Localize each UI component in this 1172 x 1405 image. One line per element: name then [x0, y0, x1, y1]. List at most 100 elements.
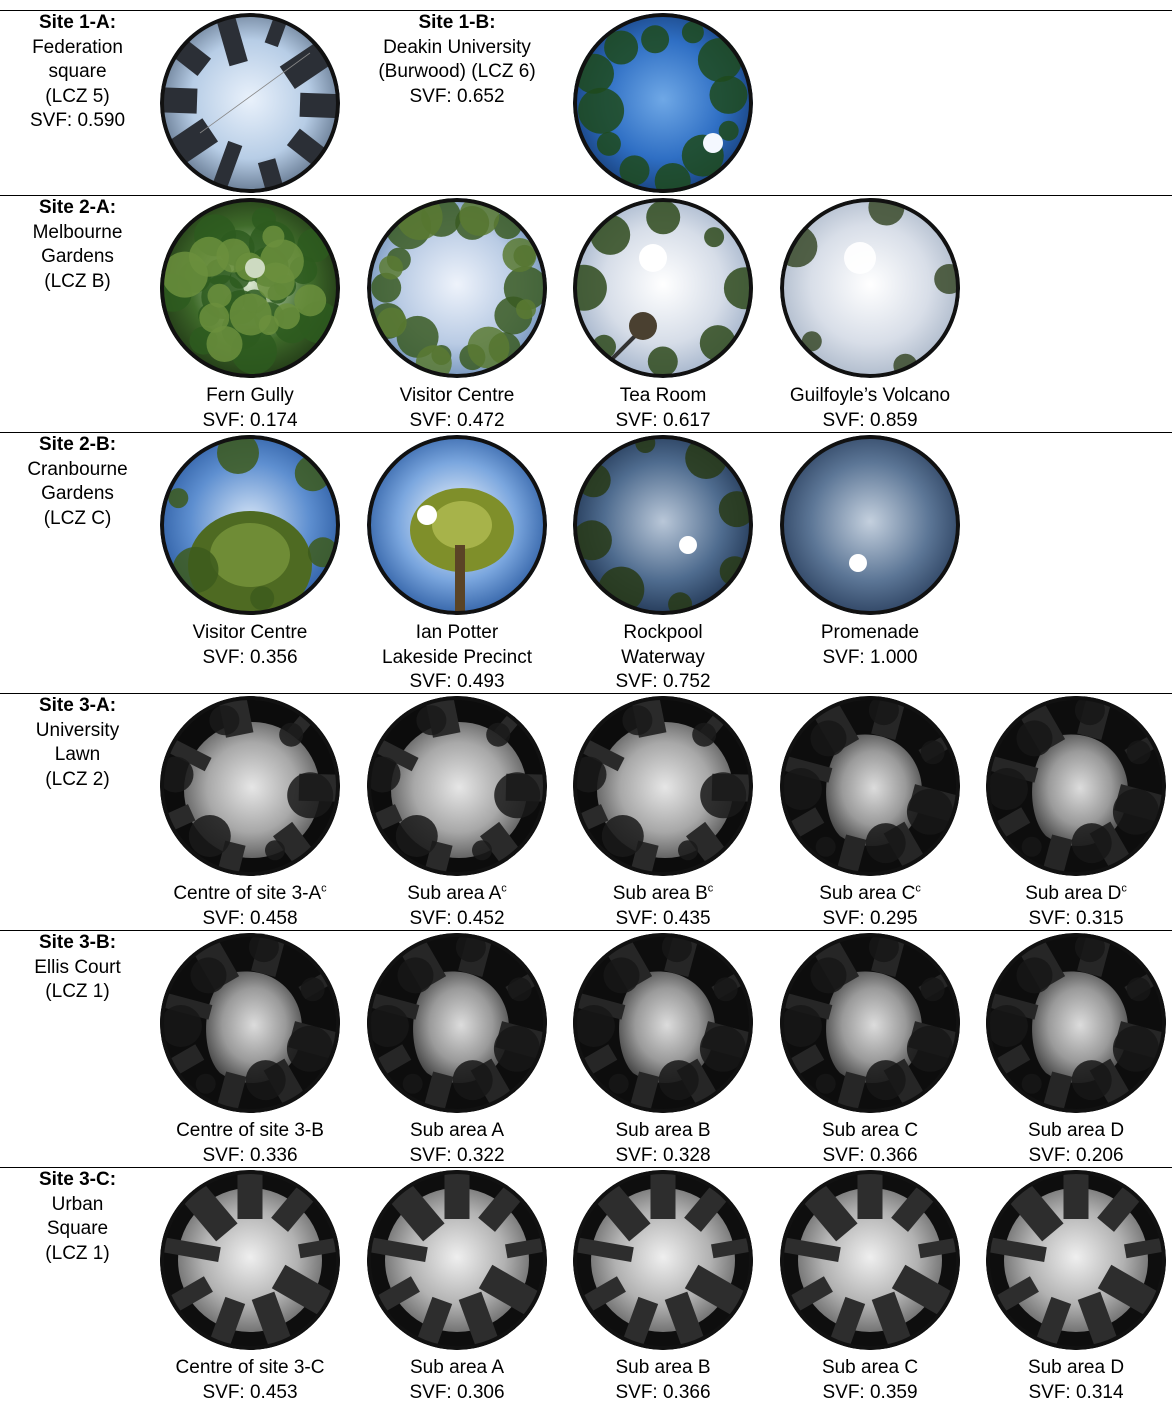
- caption-text: Guilfoyle’s Volcano: [790, 385, 950, 406]
- caption-text: SVF: 0.366: [822, 1145, 917, 1166]
- photo-caption: Sub area Ac SVF: 0.452: [337, 882, 577, 931]
- fisheye-photo: [986, 1170, 1166, 1350]
- svf-value: SVF: 0.336: [130, 1144, 370, 1169]
- fisheye-photo: [573, 13, 753, 193]
- caption-text: Centre of site 3-A: [173, 883, 321, 904]
- fisheye-photo: [573, 696, 753, 876]
- fisheye-photo: [160, 13, 340, 193]
- site-detail: SVF: 0.590: [0, 109, 155, 134]
- site-detail: Ellis Court: [0, 956, 155, 981]
- site-detail: (LCZ C): [0, 507, 155, 532]
- caption-text: SVF: 0.452: [409, 908, 504, 929]
- caption-text: Tea Room: [620, 385, 707, 406]
- svf-value: SVF: 0.356: [130, 646, 370, 671]
- caption-text: Sub area A: [407, 883, 501, 904]
- caption-text: SVF: 0.359: [822, 1382, 917, 1403]
- caption-text: Sub area A: [410, 1120, 504, 1141]
- fisheye-photo: [160, 696, 340, 876]
- caption-text: Waterway: [621, 647, 705, 668]
- site-name: Site 3-A:: [0, 694, 155, 719]
- site-detail: (Burwood) (LCZ 6): [347, 60, 567, 85]
- footnote-marker: c: [501, 883, 507, 895]
- fisheye-photo: [367, 1170, 547, 1350]
- caption-text: SVF: 0.617: [615, 410, 710, 431]
- location-name: Lakeside Precinct: [337, 646, 577, 671]
- caption-text: Rockpool: [623, 622, 702, 643]
- photo-caption: Centre of site 3-C SVF: 0.453: [130, 1356, 370, 1405]
- svf-value: SVF: 0.458: [130, 907, 370, 932]
- svf-value: SVF: 0.453: [130, 1381, 370, 1405]
- svf-value: SVF: 0.174: [130, 409, 370, 434]
- row-divider: [0, 10, 1172, 11]
- svf-value: SVF: 0.206: [956, 1144, 1172, 1169]
- caption-text: SVF: 0.435: [615, 908, 710, 929]
- svf-value: SVF: 0.435: [543, 907, 783, 932]
- site-name: Site 1-B:: [347, 11, 567, 36]
- location-name: Sub area A: [337, 1119, 577, 1144]
- site-detail: Cranbourne: [0, 458, 155, 483]
- location-name: Sub area Cc: [750, 882, 990, 907]
- caption-text: Centre of site 3-C: [176, 1357, 325, 1378]
- location-name: Centre of site 3-Ac: [130, 882, 370, 907]
- svf-value: SVF: 0.617: [543, 409, 783, 434]
- location-name: Fern Gully: [130, 384, 370, 409]
- svf-value: SVF: 0.322: [337, 1144, 577, 1169]
- svf-value: SVF: 0.366: [543, 1381, 783, 1405]
- caption-text: SVF: 0.493: [409, 671, 504, 692]
- photo-caption: Visitor Centre SVF: 0.356: [130, 621, 370, 670]
- caption-text: SVF: 0.206: [1028, 1145, 1123, 1166]
- site-name: Site 2-A:: [0, 196, 155, 221]
- caption-text: SVF: 0.174: [202, 410, 297, 431]
- site-detail: square: [0, 60, 155, 85]
- site-detail: Melbourne: [0, 221, 155, 246]
- caption-text: Sub area C: [822, 1120, 918, 1141]
- svf-value: SVF: 0.752: [543, 670, 783, 695]
- footnote-marker: c: [1121, 883, 1127, 895]
- site-detail: Gardens: [0, 245, 155, 270]
- site-name: Site 1-A:: [0, 11, 155, 36]
- location-name: Sub area Dc: [956, 882, 1172, 907]
- location-name: Sub area B: [543, 1356, 783, 1381]
- fisheye-photo: [367, 696, 547, 876]
- site-name: Site 3-C:: [0, 1168, 155, 1193]
- caption-text: Sub area D: [1028, 1357, 1124, 1378]
- caption-text: Sub area D: [1025, 883, 1121, 904]
- site-detail: (LCZ 2): [0, 768, 155, 793]
- svf-value: SVF: 0.314: [956, 1381, 1172, 1405]
- photo-caption: Sub area D SVF: 0.314: [956, 1356, 1172, 1405]
- fisheye-photo: [780, 435, 960, 615]
- fisheye-photo: [367, 933, 547, 1113]
- location-name: Visitor Centre: [337, 384, 577, 409]
- fisheye-photo: [573, 933, 753, 1113]
- fisheye-photo: [160, 435, 340, 615]
- caption-text: SVF: 0.336: [202, 1145, 297, 1166]
- caption-text: Fern Gully: [206, 385, 294, 406]
- fisheye-photo: [573, 198, 753, 378]
- photo-caption: Fern Gully SVF: 0.174: [130, 384, 370, 433]
- photo-caption: Sub area A SVF: 0.322: [337, 1119, 577, 1168]
- svf-value: SVF: 0.315: [956, 907, 1172, 932]
- svf-value: SVF: 0.452: [337, 907, 577, 932]
- site-detail: (LCZ 5): [0, 85, 155, 110]
- caption-text: SVF: 0.295: [822, 908, 917, 929]
- caption-text: Visitor Centre: [193, 622, 308, 643]
- site-detail: Gardens: [0, 482, 155, 507]
- caption-text: SVF: 0.315: [1028, 908, 1123, 929]
- site-detail: University: [0, 719, 155, 744]
- site-detail: Urban: [0, 1193, 155, 1218]
- location-name: Guilfoyle’s Volcano: [750, 384, 990, 409]
- svf-value: SVF: 0.328: [543, 1144, 783, 1169]
- caption-text: SVF: 0.453: [202, 1382, 297, 1403]
- location-name: Centre of site 3-C: [130, 1356, 370, 1381]
- site-detail: Square: [0, 1217, 155, 1242]
- caption-text: SVF: 0.356: [202, 647, 297, 668]
